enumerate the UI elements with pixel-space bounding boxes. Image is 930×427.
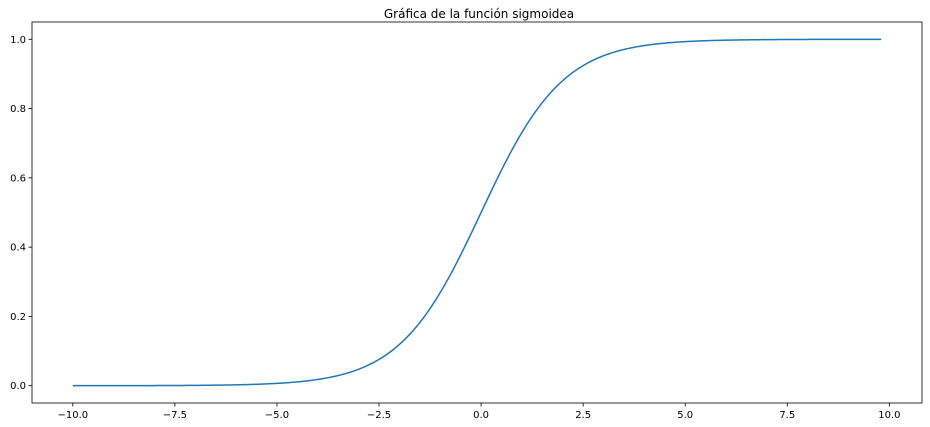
x-axis: −10.0 −7.5 −5.0 −2.5 0.0 2.5 5.0 7.5 10.0 xyxy=(57,403,900,421)
x-tick-label: −10.0 xyxy=(57,410,88,421)
x-tick-label: 10.0 xyxy=(878,410,900,421)
chart-title: Gráfica de la función sigmoidea xyxy=(384,7,574,21)
x-tick-label: 7.5 xyxy=(779,410,795,421)
y-tick-label: 0.0 xyxy=(10,381,26,392)
plot-frame xyxy=(31,21,923,404)
series-line-sigmoid xyxy=(72,38,882,387)
x-tick-label: 2.5 xyxy=(575,410,591,421)
x-tick-label: −5.0 xyxy=(265,410,289,421)
y-tick-label: 0.4 xyxy=(10,243,26,254)
y-tick-label: 0.8 xyxy=(10,104,26,115)
x-tick-label: 0.0 xyxy=(473,410,489,421)
y-axis: 0.0 0.2 0.4 0.6 0.8 1.0 xyxy=(10,35,32,392)
x-tick-label: −7.5 xyxy=(163,410,187,421)
x-tick-label: −2.5 xyxy=(367,410,391,421)
x-tick-label: 5.0 xyxy=(677,410,693,421)
y-tick-label: 0.2 xyxy=(10,312,26,323)
y-tick-label: 0.6 xyxy=(10,173,26,184)
y-tick-label: 1.0 xyxy=(10,35,26,46)
